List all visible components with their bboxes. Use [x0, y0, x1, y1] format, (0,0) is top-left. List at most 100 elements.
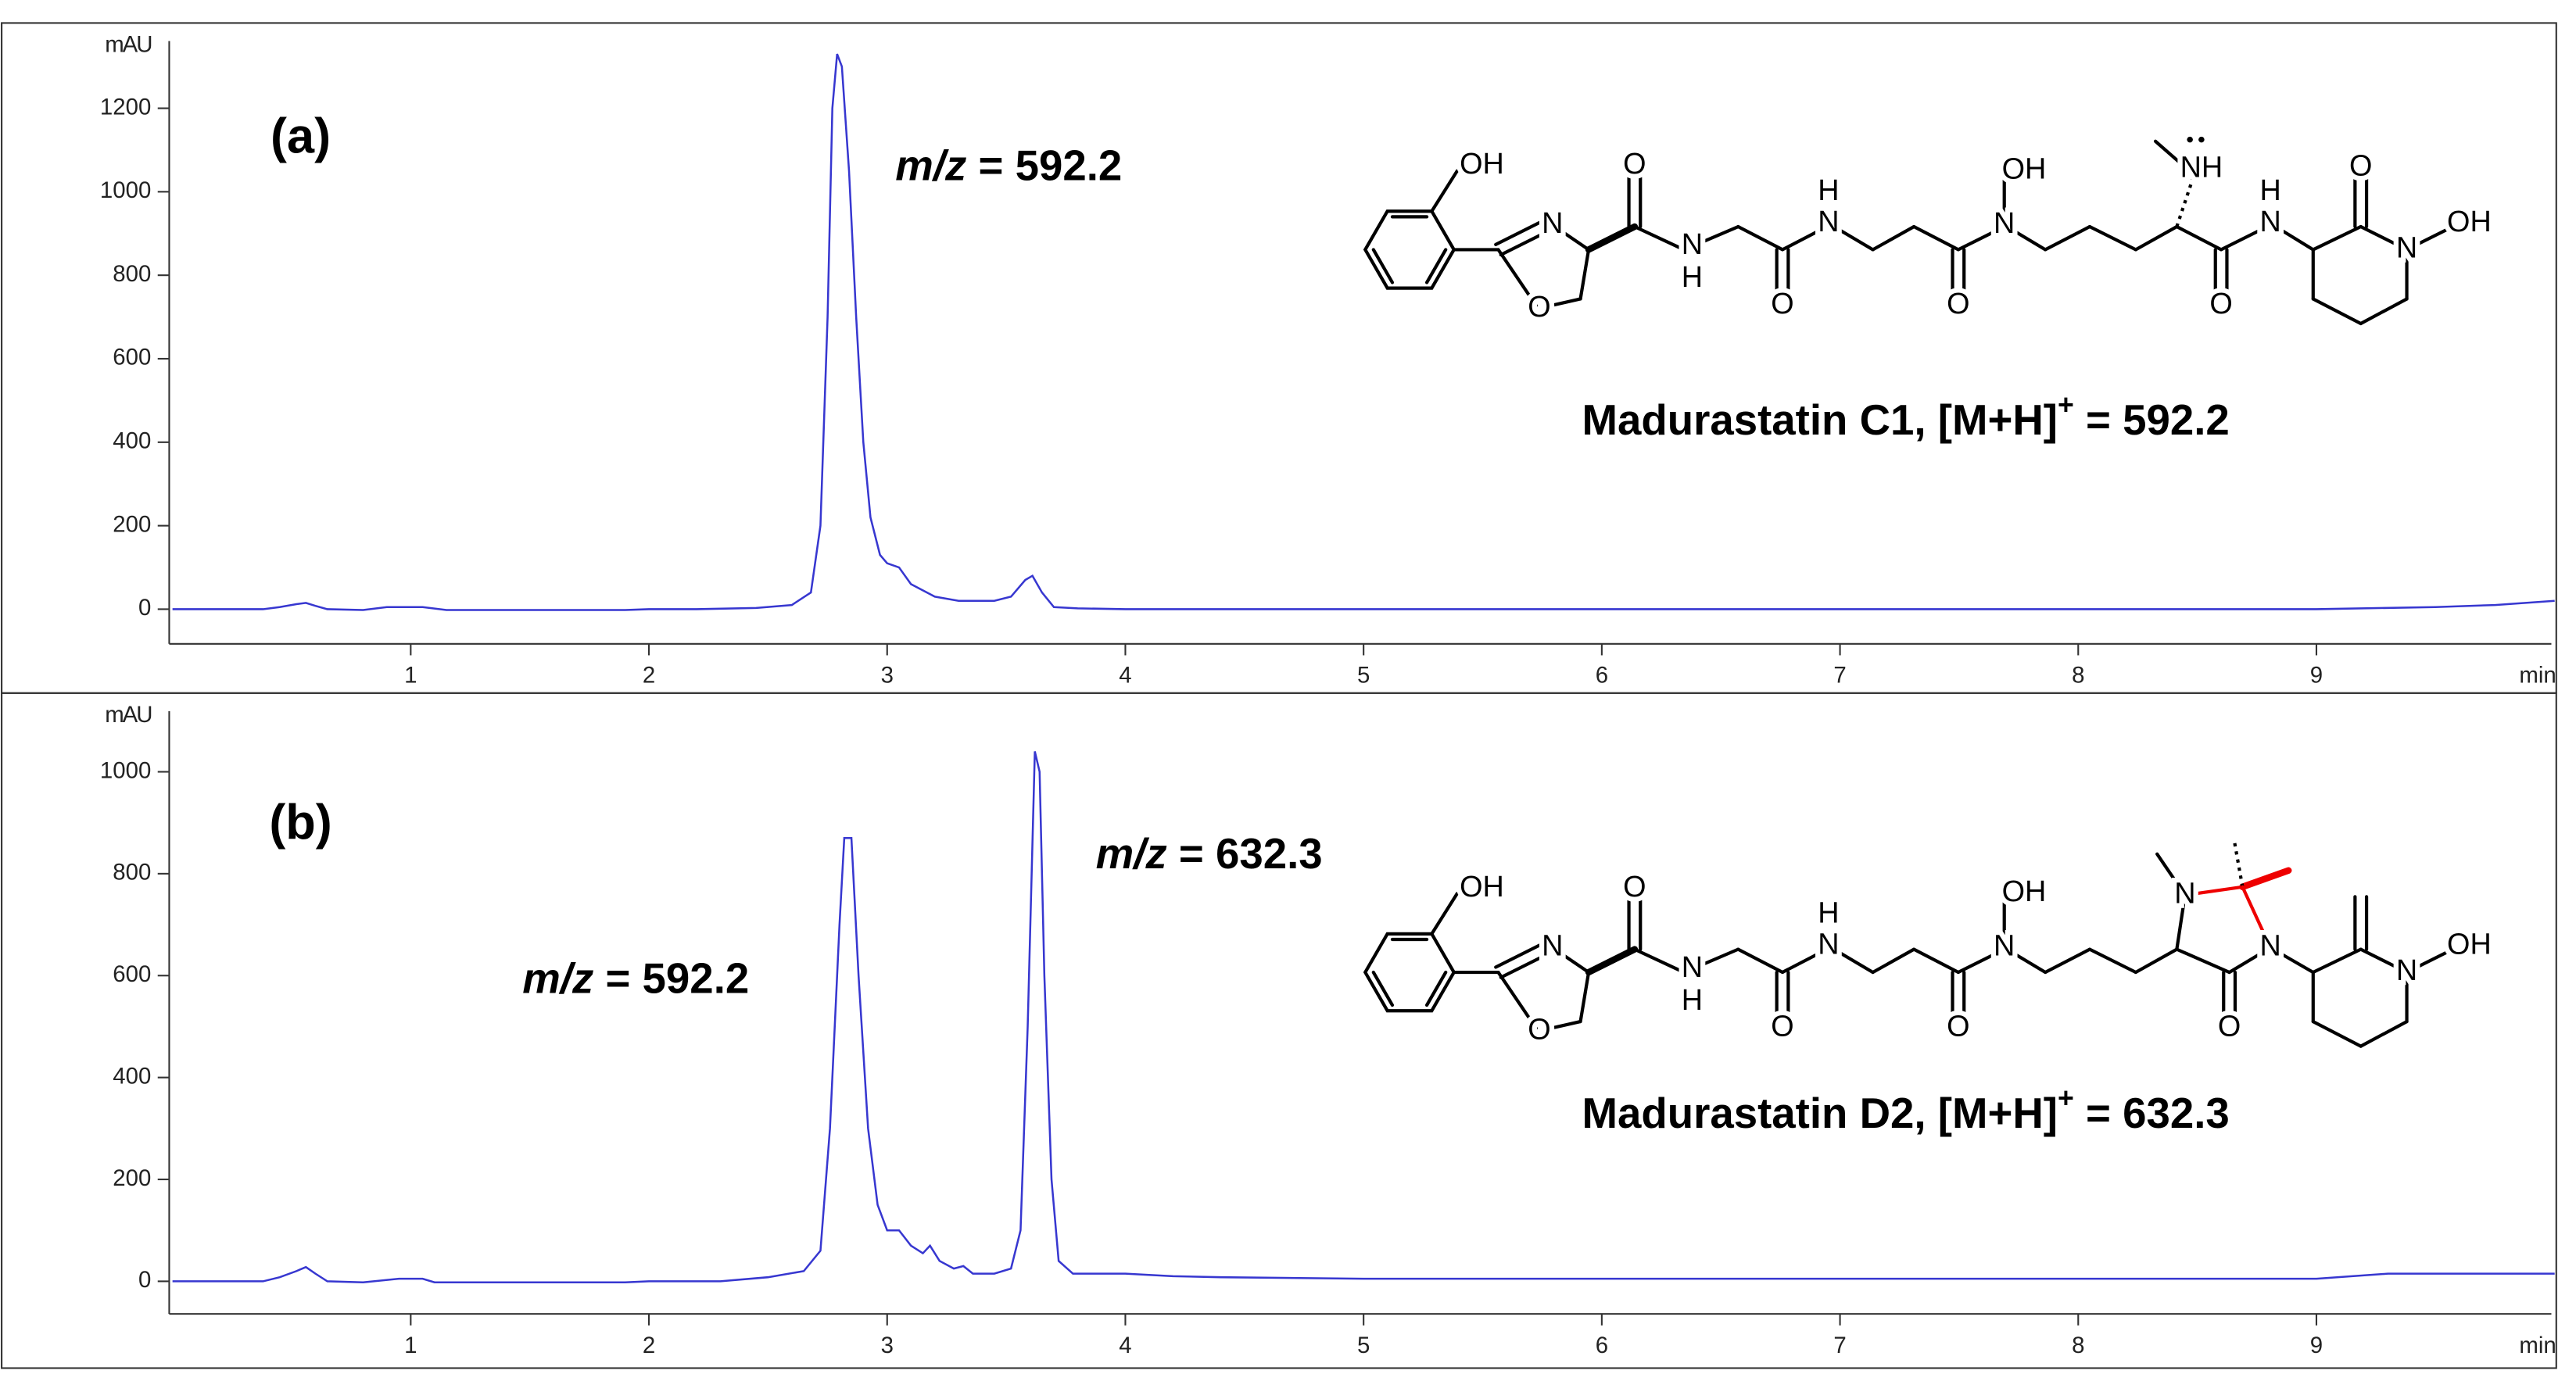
atom-label: OH [2002, 153, 2047, 186]
bond [2311, 947, 2363, 975]
bond [1550, 223, 1591, 252]
y-tick-label: 200 [113, 511, 151, 537]
bond [2183, 885, 2245, 897]
atom-label: OH [1460, 148, 1504, 181]
bond [1632, 224, 1686, 252]
atom-label: O [2209, 288, 2232, 320]
x-tick-label: 9 [2310, 1333, 2323, 1358]
y-tick-label: 400 [113, 1063, 151, 1089]
bond [2087, 947, 2137, 975]
bond [1542, 297, 1582, 309]
bond [2232, 840, 2245, 888]
atom-label: O [2218, 1010, 2241, 1043]
x-axis-label: min [2519, 1333, 2556, 1358]
bond [2227, 946, 2273, 975]
atom-label: N [1818, 206, 1839, 238]
atom-label: N [1542, 207, 1563, 240]
bond [2155, 852, 2187, 897]
bond [1871, 947, 1916, 975]
x-tick-label: 5 [1357, 1333, 1370, 1358]
atom-label: OH [1460, 871, 1504, 903]
x-tick-label: 7 [1833, 663, 1846, 689]
x-tick-label: 8 [2072, 1333, 2084, 1358]
bond [1690, 224, 1740, 249]
bond [2219, 224, 2270, 252]
bond [1430, 169, 1460, 213]
bond [1496, 970, 1538, 1030]
panel-label: (a) [270, 109, 331, 163]
bond [1578, 248, 1591, 301]
x-tick-label: 8 [2072, 663, 2084, 689]
bond [2241, 885, 2273, 950]
x-tick-label: 4 [1119, 1333, 1131, 1358]
y-tick-label: 1000 [100, 177, 151, 203]
atom-label: N [1818, 928, 1839, 961]
compound-label: Madurastatin C1, [M+H]+ = 592.2 [1582, 390, 2229, 445]
bond [2239, 867, 2292, 890]
y-axis-label: mAU [105, 702, 151, 728]
atom-label: N [1994, 930, 2015, 963]
atom-label: OH [2447, 928, 2492, 961]
bond [2002, 223, 2048, 252]
y-axis-label: mAU [105, 32, 151, 58]
bond [1585, 223, 1639, 253]
compound-label: Madurastatin D2, [M+H]+ = 632.3 [1582, 1082, 2229, 1137]
bond [2359, 224, 2409, 252]
atom-label: O [1623, 148, 1646, 181]
bond [2405, 947, 2455, 975]
bond [1494, 942, 1544, 969]
bond [2002, 946, 2048, 975]
x-tick-label: 6 [1596, 663, 1608, 689]
bond [1578, 970, 1591, 1024]
lone-pair [2198, 136, 2205, 143]
x-tick-label: 9 [2310, 663, 2323, 689]
bond [1690, 947, 1740, 971]
x-tick-label: 6 [1596, 1333, 1608, 1358]
y-tick-label: 600 [113, 345, 151, 370]
bond [1585, 946, 1639, 976]
atom-label: O [1771, 1010, 1793, 1043]
mz-annotation: m/z = 592.2 [895, 142, 1122, 190]
bond [1826, 221, 1875, 252]
chromatogram-line [172, 751, 2555, 1283]
panel-frame [1, 692, 2557, 1369]
bond [1496, 248, 1538, 307]
bond [1494, 220, 1544, 246]
bond [2311, 297, 2363, 326]
bond [1430, 892, 1460, 936]
atom-label: O [1947, 1010, 1969, 1043]
atom-label: N [1682, 951, 1703, 984]
bond [1956, 224, 2006, 252]
atom-label: OH [2447, 206, 2492, 238]
atom-label: NH [2180, 151, 2223, 184]
bond [2044, 947, 2092, 975]
bond [2359, 1019, 2409, 1048]
bond [1956, 947, 2006, 975]
atom-label: N [1994, 207, 2015, 240]
mz-annotation: m/z = 592.2 [522, 955, 749, 1003]
y-tick-label: 1200 [100, 94, 151, 120]
bond [2175, 177, 2195, 227]
atom-label: O [1623, 871, 1646, 903]
x-tick-label: 1 [404, 1333, 417, 1358]
bond [2087, 224, 2137, 252]
bond [2405, 224, 2455, 252]
bond [2359, 297, 2409, 326]
x-tick-label: 2 [643, 1333, 655, 1358]
bond [1912, 224, 1960, 252]
atom-label: O [1528, 291, 1550, 324]
atom-label: H [1682, 984, 1703, 1017]
bond [1424, 248, 1448, 284]
benzene-ring [1363, 209, 1456, 290]
bond [2175, 893, 2187, 951]
x-tick-label: 1 [404, 663, 417, 689]
atom-label: OH [2002, 875, 2047, 908]
bond [1736, 947, 1785, 975]
bond [1871, 224, 1916, 252]
atom-label: H [2259, 174, 2280, 207]
y-tick-label: 400 [113, 428, 151, 454]
panel-frame [1, 22, 2557, 694]
x-tick-label: 5 [1357, 663, 1370, 689]
